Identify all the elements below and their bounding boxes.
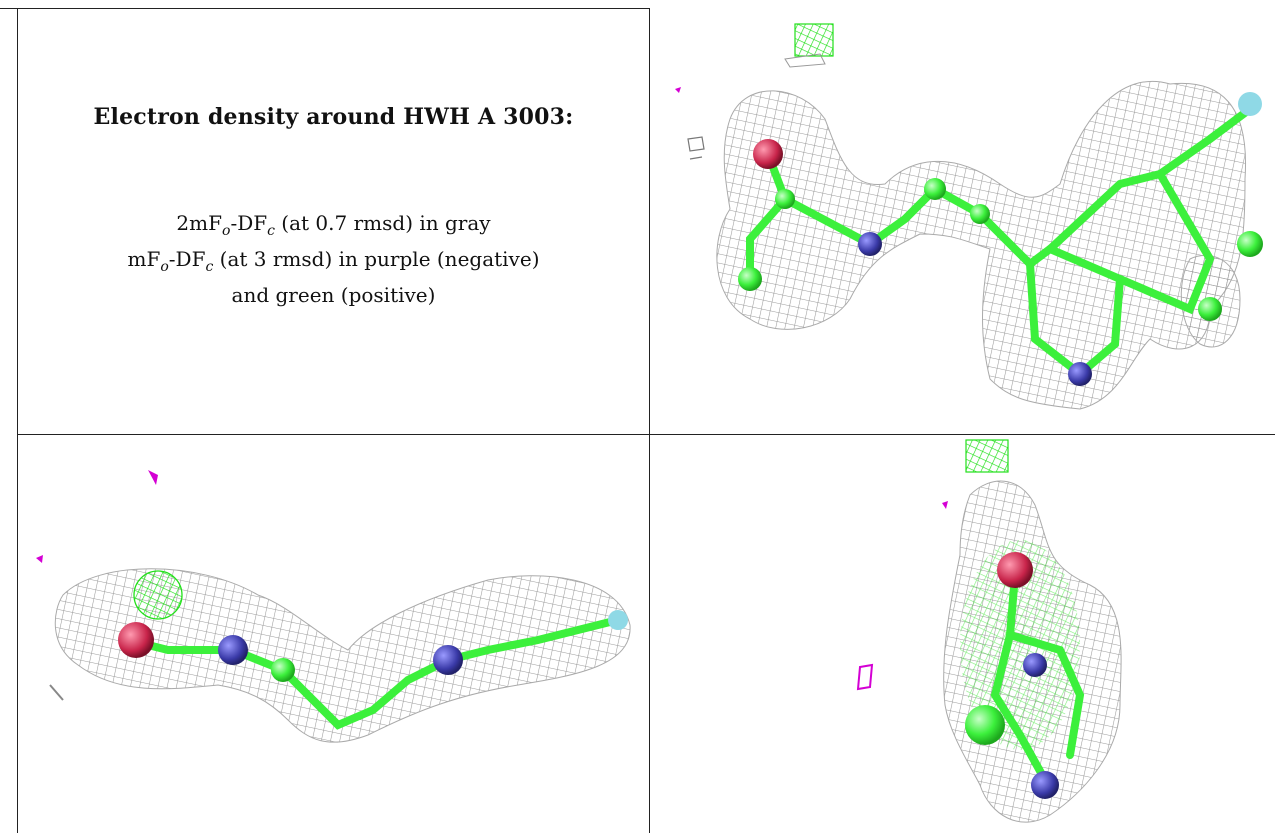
legend-line-colors: and green (positive) (231, 283, 436, 307)
legend-2fofc-middle: -DF (230, 211, 268, 235)
molecule-view-bottom-left (18, 435, 649, 833)
legend-2fofc-sub2: c (267, 223, 275, 239)
legend-fofc-prefix: mF (127, 247, 161, 271)
divider-horizontal (17, 434, 1275, 435)
border-left (17, 8, 18, 833)
molecule-density-view-3-icon (856, 439, 1122, 823)
figure-title: Electron density around HWH A 3003: (93, 104, 574, 130)
caption-cell: Electron density around HWH A 3003: 2mFo… (18, 9, 649, 434)
molecule-density-view-1-icon (675, 23, 1263, 410)
border-top (0, 8, 650, 9)
legend-line-2fofc: 2mFo-DFc (at 0.7 rmsd) in gray (18, 209, 649, 245)
molecule-view-top-right (650, 9, 1275, 434)
divider-vertical (649, 8, 650, 833)
molecule-view-bottom-right (650, 435, 1275, 833)
legend-fofc-suffix: (at 3 rmsd) in purple (negative) (213, 247, 540, 271)
legend-block: 2mFo-DFc (at 0.7 rmsd) in gray mFo-DFc (… (18, 209, 649, 309)
legend-fofc-sub2: c (205, 259, 214, 275)
legend-2fofc-sub1: o (222, 223, 231, 239)
legend-2fofc-prefix: 2mF (176, 211, 222, 235)
legend-fofc-sub1: o (160, 259, 169, 275)
legend-fofc-middle: -DF (168, 247, 206, 271)
molecule-density-view-2-icon (36, 470, 631, 743)
legend-2fofc-suffix: (at 0.7 rmsd) in gray (274, 211, 491, 235)
legend-line-fofc: mFo-DFc (at 3 rmsd) in purple (negative) (18, 245, 649, 281)
